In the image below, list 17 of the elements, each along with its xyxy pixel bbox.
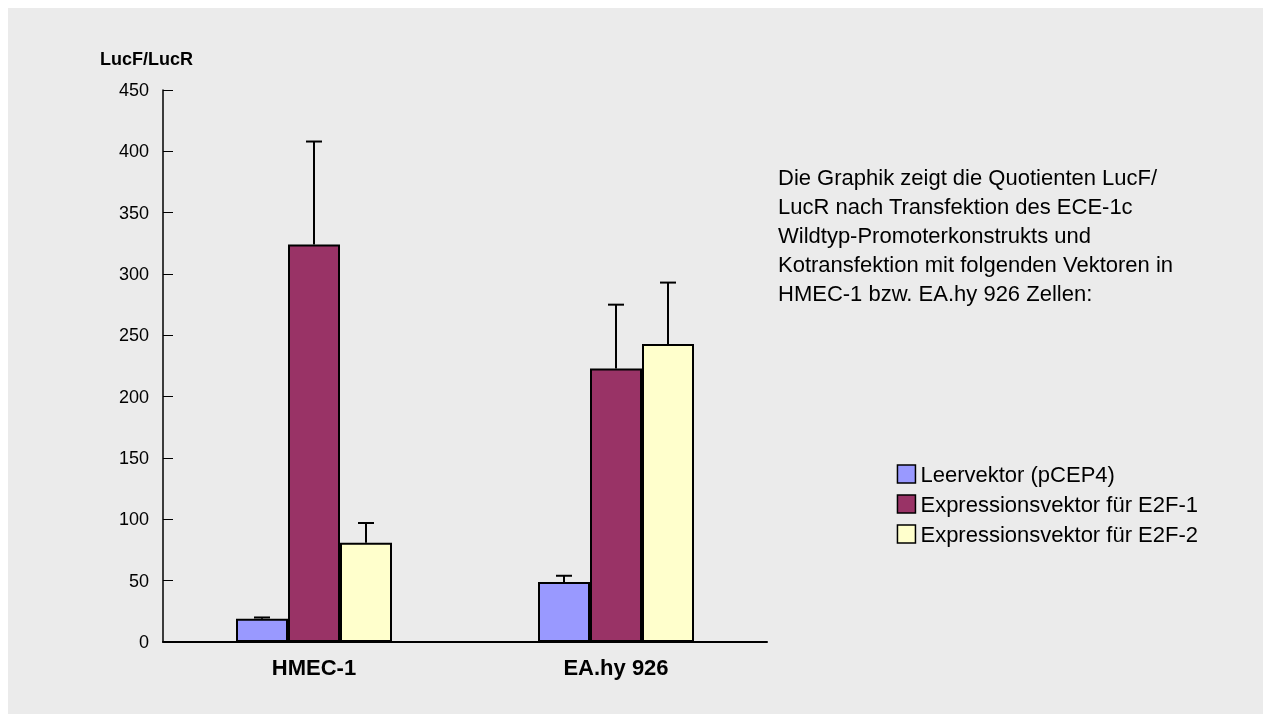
- y-tick-label: 100: [118, 509, 149, 530]
- y-axis-title: LucF/LucR: [100, 49, 193, 69]
- legend-label: Expressionsvektor für E2F-1: [920, 491, 1198, 517]
- y-tick-label: 300: [118, 264, 149, 284]
- y-tick-label: 450: [118, 80, 149, 100]
- y-tick-label: 200: [118, 386, 149, 407]
- y-tick-label: 0: [138, 632, 149, 652]
- y-tick-label: 50: [128, 570, 149, 591]
- text: Die Graphik zeigt die Quotienten LucF/LucR nach Transfektion des ECE-1c Wildtyp-Promoterkonstrukts und Kotransfektion mit folgenden Vektoren in HMEC-1 bzw. EA.hy 926 Zellen:: [778, 165, 1180, 306]
- x-tick-label: EA.hy 926: [563, 654, 669, 680]
- y-tick-label: 400: [118, 141, 149, 162]
- legend-label: Leervektor (pCEP4): [920, 461, 1115, 487]
- y-tick-label: 250: [118, 325, 149, 346]
- y-tick-label: 350: [118, 202, 149, 223]
- x-tick-label: HMEC-1: [271, 654, 357, 680]
- legend-label: Expressionsvektor für E2F-2: [920, 521, 1198, 547]
- y-tick-label: 150: [118, 448, 149, 468]
